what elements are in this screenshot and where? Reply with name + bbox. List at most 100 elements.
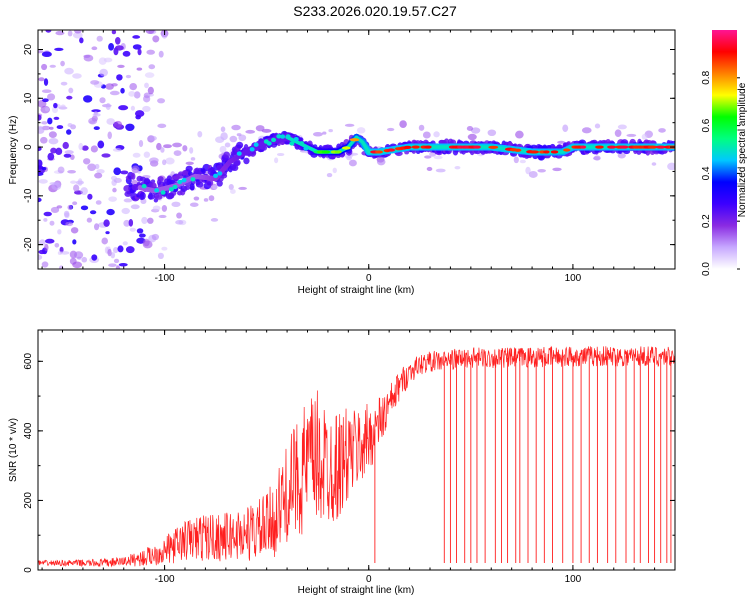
y-tick-label: -20 [23, 237, 34, 252]
ridge-halo-cell [404, 150, 410, 155]
speckle-cell [60, 81, 68, 86]
speckle-cell [83, 158, 91, 165]
ridge-core-cell [299, 141, 305, 146]
speckle-cell [43, 78, 49, 86]
ridge-core-cell [514, 148, 522, 152]
speckle-cell [107, 131, 112, 140]
speckle-cell [147, 135, 157, 141]
speckle-cell [113, 167, 122, 176]
speckle-cell [38, 114, 42, 121]
speckle-cell [72, 261, 83, 269]
speckle-cell [528, 170, 538, 178]
chart-title: S233.2026.020.19.57.C27 [293, 3, 457, 19]
speckle-cell [64, 150, 74, 155]
ridge-core-cell [280, 134, 286, 139]
ridge-core-cell [172, 184, 178, 190]
speckle-cell [173, 150, 182, 156]
speckle-cell [433, 155, 443, 160]
speckle-cell [151, 233, 160, 241]
speckle-cell [38, 254, 43, 260]
speckle-cell [62, 141, 69, 150]
speckle-cell [41, 63, 48, 71]
speckle-cell [113, 258, 120, 264]
speckle-cell [103, 219, 110, 227]
speckle-cell [426, 166, 433, 171]
speckle-cell [228, 183, 234, 190]
ridge-core-cell [190, 177, 196, 182]
speckle-cell [117, 64, 125, 68]
speckle-cell [125, 123, 135, 132]
speckle-cell [93, 223, 100, 231]
ridge-core-cell [141, 183, 147, 189]
ridge-core-cell [543, 150, 550, 154]
ridge-core-cell [181, 177, 187, 183]
speckle-cell [487, 129, 497, 137]
x-tick-label: 100 [565, 273, 582, 284]
speckle-cell [120, 170, 129, 175]
speckle-cell [63, 153, 72, 158]
speckle-cell [617, 124, 627, 130]
speckle-cell [328, 128, 333, 133]
speckle-cell [87, 193, 93, 200]
snr-x-label: Height of straight line (km) [298, 585, 415, 596]
colorbar-gradient [712, 30, 737, 269]
speckle-cell [93, 126, 100, 131]
speckle-cell [238, 186, 247, 190]
speckle-cell [72, 31, 83, 39]
speckle-cell [418, 124, 425, 131]
speckle-cell [162, 159, 167, 166]
colorbar-tick-label: 0.4 [701, 166, 712, 180]
speckle-cell [210, 218, 219, 222]
speckle-cell [38, 197, 42, 203]
speckle-cell [219, 145, 227, 154]
speckle-cell [136, 67, 143, 71]
speckle-cell [435, 168, 446, 173]
speckle-cell [142, 105, 151, 113]
x-tick-label: -100 [155, 273, 175, 284]
snr-y-label: SNR (10 * v/v) [8, 418, 19, 482]
colorbar-label: Normalized spectral amplitude [737, 82, 748, 217]
ridge-core-cell [253, 142, 259, 147]
speckle-cell [38, 125, 43, 130]
speckle-cell [95, 200, 102, 205]
speckle-cell [80, 205, 89, 211]
speckle-cell [79, 37, 84, 44]
speckle-cell [152, 205, 161, 211]
speckle-cell [592, 156, 601, 161]
speckle-cell [72, 73, 82, 79]
speckle-cell [231, 124, 241, 131]
speckle-cell [149, 157, 159, 164]
speckle-cell [48, 137, 59, 145]
speckle-cell [433, 131, 440, 138]
speckle-cell [67, 30, 73, 37]
speckle-cell [399, 120, 407, 129]
speckle-cell [67, 204, 73, 210]
speckle-cell [513, 156, 519, 164]
speckle-cell [146, 49, 155, 55]
colorbar-tick-label: 0.6 [701, 118, 712, 132]
speckle-cell [255, 125, 265, 132]
speckle-cell [92, 113, 101, 117]
speckle-cell [94, 172, 103, 179]
speckle-cell [112, 148, 122, 152]
speckle-cell [43, 217, 48, 222]
speckle-cell [114, 120, 123, 128]
spectrogram-ridge [123, 130, 675, 203]
speckle-cell [51, 182, 62, 191]
ridge-core-cell [529, 150, 539, 154]
speckle-cell [75, 180, 85, 185]
speckle-cell [158, 214, 167, 219]
ridge-core-cell [387, 148, 396, 152]
speckle-cell [81, 256, 88, 263]
speckle-cell [89, 210, 97, 215]
ridge-halo-cell [243, 157, 250, 165]
speckle-cell [626, 133, 637, 137]
speckle-cell [90, 145, 98, 153]
ridge-core-cell [647, 145, 658, 149]
speckle-cell [156, 142, 162, 151]
speckle-cell [109, 90, 120, 96]
speckle-cell [120, 87, 125, 94]
speckle-cell [143, 95, 151, 103]
speckle-cell [107, 248, 112, 257]
